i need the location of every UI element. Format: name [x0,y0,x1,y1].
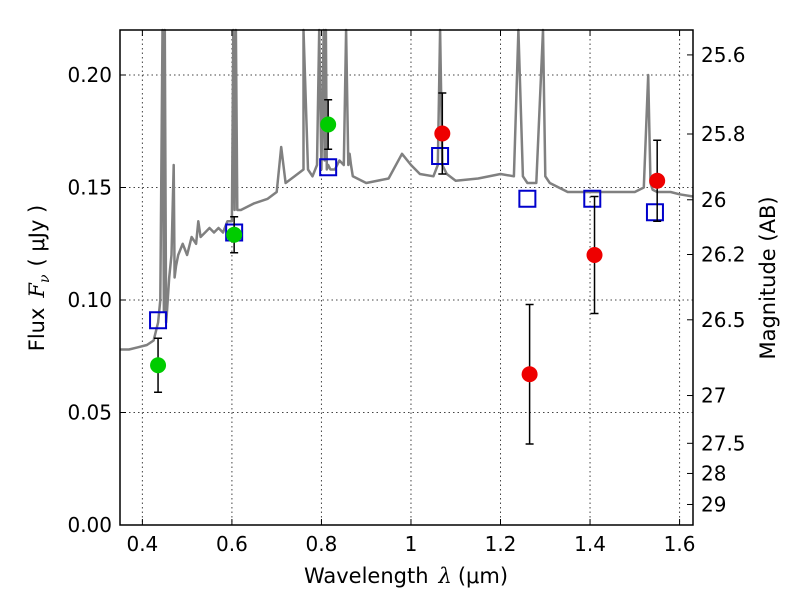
x-tick-label: 0.4 [126,532,158,556]
photometry-point [434,125,451,142]
x-tick-label: 1.4 [574,532,606,556]
x-axis-label: Wavelength λ (μm) [304,564,508,588]
plot-layer [120,28,694,445]
y2-tick-label: 29 [701,492,726,516]
photometry-point [649,172,666,189]
y-tick-label: 0.10 [67,288,112,312]
y-tick-label: 0.00 [67,513,112,537]
y2-tick-label: 26.5 [701,308,746,332]
y2-tick-label: 27 [701,384,726,408]
photometry-point [586,247,603,263]
model-photometry-square [431,147,450,165]
photometry-point [521,366,538,383]
x-tick-label: 1 [405,532,418,556]
plot-frame [119,29,694,526]
y-tick-label: 0.05 [67,401,112,425]
model-photometry-square [149,311,168,330]
model-photometry-square [645,203,664,222]
y2-axis-label: Magnitude (AB) [756,196,780,359]
tick-layer: 0.4 0.6 0.8 1 1.2 1.4 1.6 0.00 0.05 0.10 0.15 0.20 2… [67,30,746,556]
model-photometry-square [583,189,602,208]
y-tick-label: 0.20 [67,63,112,87]
model-photometry-square [518,189,537,208]
photometry-point [150,357,167,374]
y2-tick-label: 25.6 [701,43,746,67]
y2-tick-label: 26 [701,188,726,212]
photometry-point [320,116,337,133]
x-tick-label: 0.8 [306,532,338,556]
photometry-point [226,226,243,243]
y2-tick-label: 28 [701,461,726,485]
x-tick-label: 1.2 [485,532,517,556]
y2-tick-label: 26.2 [701,242,746,266]
model-photometry-square [319,158,338,177]
y2-tick-label: 25.8 [701,122,746,146]
spectrum-line [120,28,694,351]
grid-layer [120,30,693,526]
y-tick-label: 0.15 [67,176,112,200]
y2-tick-label: 27.5 [701,431,746,455]
y-axis-label: FluxFν( μJy ) [25,205,53,351]
x-tick-label: 1.6 [664,532,696,556]
x-tick-label: 0.6 [216,532,248,556]
